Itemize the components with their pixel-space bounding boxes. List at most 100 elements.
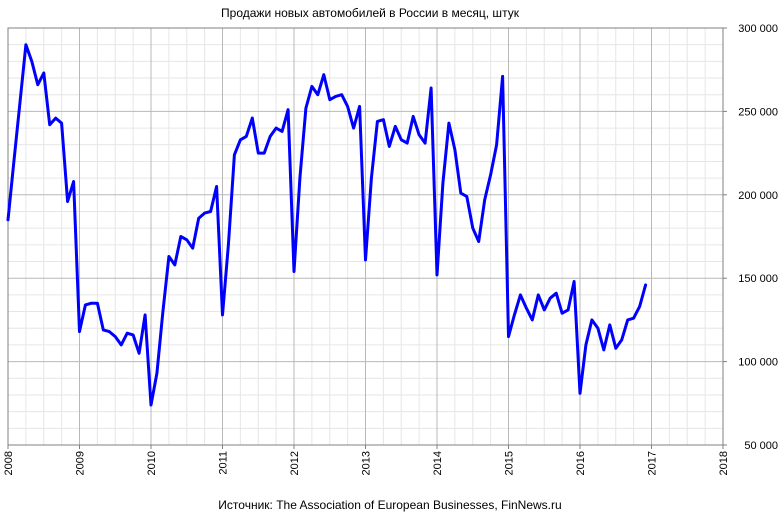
data-point [453,148,457,151]
data-point [203,211,206,215]
data-point [96,302,99,305]
data-point [215,185,218,188]
data-point [447,121,451,125]
data-point [537,293,540,297]
data-point [304,106,308,110]
data-point [429,86,433,90]
x-tick-label: 2011 [218,451,230,475]
data-point [137,352,141,355]
data-point [441,181,445,185]
data-point [412,115,415,118]
data-point [578,392,582,395]
data-point [638,305,641,308]
data-point [382,118,385,121]
data-point [560,312,564,315]
y-tick-label: 250 000 [738,106,778,118]
data-point [286,108,290,111]
data-point [149,403,153,407]
data-point [406,141,409,145]
data-point [620,338,623,342]
x-tick-label: 2010 [146,451,158,475]
data-point [102,328,105,332]
data-point [346,105,349,108]
data-point [30,60,33,63]
data-point [328,98,331,101]
data-point [572,280,576,283]
data-point [221,313,224,317]
x-tick-label: 2014 [432,451,444,475]
chart-title: Продажи новых автомобилей в России в мес… [221,6,519,20]
y-tick-label: 100 000 [738,357,778,369]
data-point [358,105,361,108]
data-point [84,303,87,307]
data-point [131,333,135,337]
data-point [495,143,498,146]
data-point [501,75,504,78]
series-line [6,43,648,407]
data-point [525,307,528,310]
data-point [614,347,617,350]
y-tick-label: 200 000 [738,190,778,202]
data-point [590,318,594,322]
data-point [36,83,39,86]
x-tick-label: 2008 [3,451,15,475]
data-point [334,95,337,98]
data-point [179,235,182,238]
data-point [114,335,117,338]
data-point [531,318,534,322]
data-point [459,191,462,195]
data-point [507,335,510,338]
data-point [42,71,45,75]
x-tick-label: 2013 [361,451,373,475]
data-point [292,270,296,273]
data-point [584,343,588,347]
data-point [90,302,93,305]
data-point [566,308,570,312]
x-tick-label: 2018 [718,451,730,475]
data-point [340,93,343,96]
data-point [489,173,492,176]
data-point [513,313,516,317]
x-tick-label: 2017 [647,451,659,475]
data-point [310,85,314,88]
data-point [632,317,635,320]
data-point [239,138,242,141]
data-point [54,116,57,120]
data-point [78,330,81,333]
data-point [322,73,325,76]
data-point [257,151,260,155]
data-point [608,323,611,327]
data-point [48,123,51,126]
data-point [251,116,254,120]
data-point [173,263,176,267]
data-point [376,120,379,123]
data-point [417,133,421,136]
data-point [143,313,147,317]
y-tick-label: 50 000 [744,440,778,452]
data-point [471,227,474,230]
x-tick-label: 2015 [504,451,516,475]
chart-source: Источник: The Association of European Bu… [218,498,562,512]
data-point [352,126,355,130]
data-point [191,247,194,250]
data-point [394,125,397,128]
y-tick-label: 150 000 [738,273,778,285]
data-point [167,255,171,258]
data-point [596,327,600,330]
data-point [60,121,63,125]
data-point [185,238,188,241]
data-point [274,126,278,130]
data-point [66,200,69,203]
data-point [477,240,480,243]
data-point [72,180,75,183]
data-point [155,372,159,375]
data-point [400,138,403,141]
data-point [423,141,427,145]
data-point [543,308,546,312]
axis-layer: 2008 2009 2010 2011 2012 2013 2014 2015 2016 2017… [3,23,778,475]
data-point [519,293,522,297]
series-layer [6,43,648,407]
data-point [18,101,22,105]
